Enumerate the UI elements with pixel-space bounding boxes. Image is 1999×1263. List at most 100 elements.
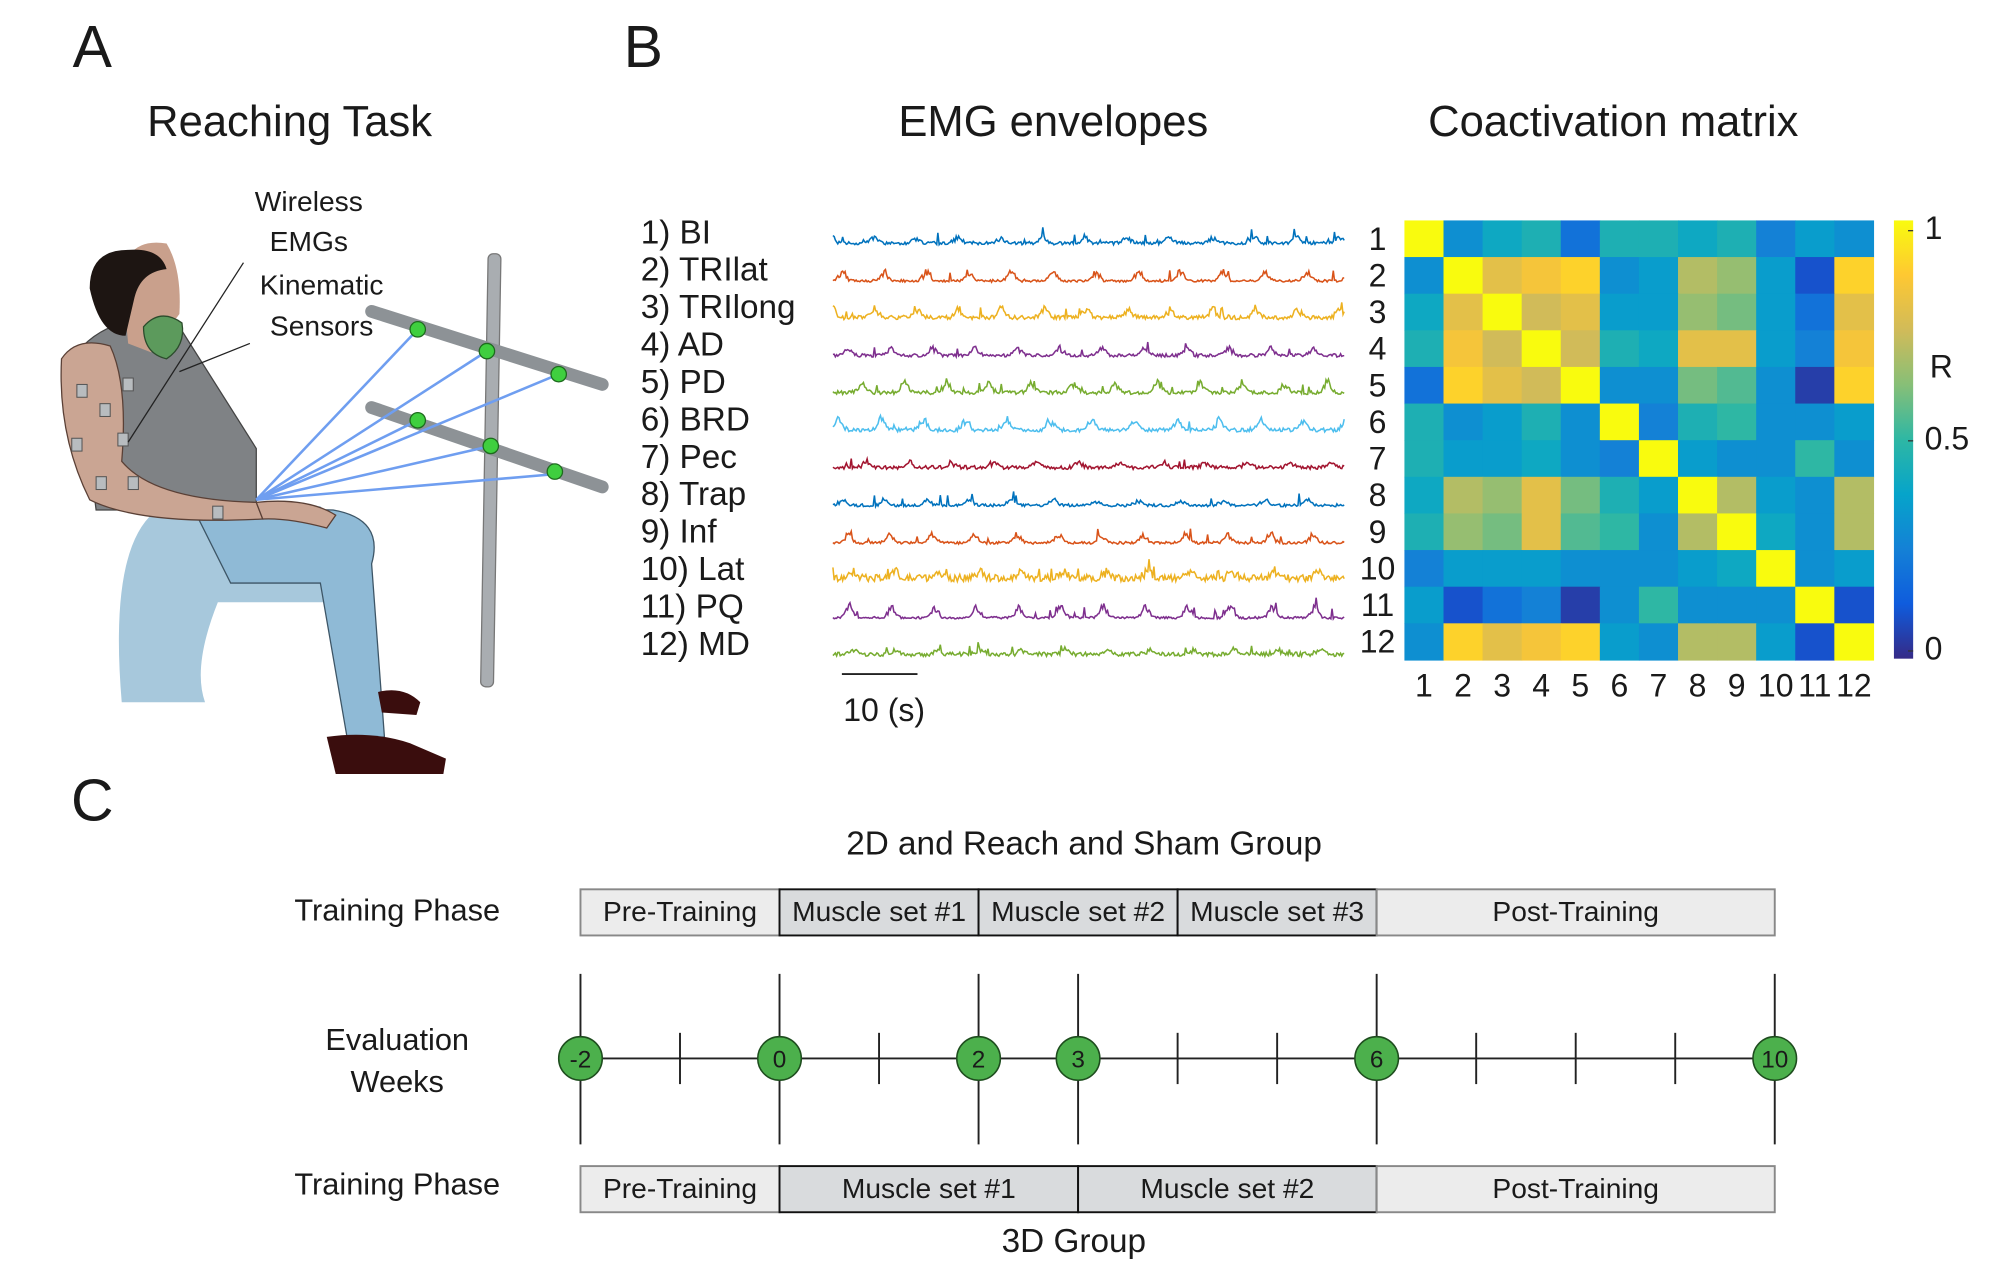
matrix-cell [1756, 586, 1796, 624]
legs [191, 505, 386, 747]
matrix-cell [1678, 220, 1718, 258]
matrix-cell [1638, 476, 1679, 515]
matrix-cell [1560, 550, 1601, 588]
matrix-cell [1717, 330, 1757, 368]
matrix-cell [1560, 366, 1601, 405]
matrix-cell [1521, 513, 1562, 551]
matrix-cell [1443, 550, 1484, 588]
phase-box [1077, 1165, 1378, 1214]
matrix-row-label: 2 [1369, 257, 1387, 293]
matrix-cell [1795, 513, 1835, 551]
labels: A B C Reaching Task Wireless EMGs Kinema… [71, 15, 1953, 1260]
matrix-col-label: 2 [1454, 668, 1472, 704]
arm [60, 342, 264, 521]
week-marker [956, 1035, 1002, 1082]
matrix-cell [1443, 440, 1484, 478]
matrix-cell [1638, 366, 1679, 405]
annotation: EMGs [270, 225, 348, 257]
phase-box [1375, 888, 1776, 937]
matrix-cell [1560, 293, 1601, 331]
matrix-cell [1599, 586, 1640, 624]
matrix-cell [1482, 440, 1523, 478]
panel-title: EMG envelopes [898, 98, 1208, 146]
hand [255, 500, 337, 529]
sensor [99, 403, 111, 417]
matrix-cell [1678, 330, 1718, 368]
matrix-row-label: 6 [1369, 404, 1387, 440]
matrix-row-label: 1 [1369, 221, 1387, 257]
matrix-cell [1560, 623, 1601, 661]
matrix-cell [1560, 476, 1601, 515]
phase-label: Muscle set #2 [1140, 1172, 1314, 1204]
ray [255, 328, 419, 501]
matrix-row-label: 9 [1369, 514, 1387, 550]
matrix-cell [1404, 440, 1445, 478]
matrix-cell [1717, 403, 1757, 441]
matrix-row-label: 3 [1369, 294, 1387, 330]
emg-trace [832, 302, 1345, 322]
matrix-col-label: 10 [1758, 668, 1794, 704]
matrix-cell [1521, 220, 1562, 258]
matrix-cell [1717, 513, 1757, 551]
matrix-cell [1795, 366, 1835, 405]
matrix-cell [1834, 220, 1875, 258]
week-marker [557, 1035, 604, 1082]
matrix-cell [1795, 257, 1835, 295]
marker [546, 463, 564, 480]
week-label: 10 [1761, 1046, 1788, 1073]
leader-line [127, 262, 245, 443]
muscle-label: 9) Inf [641, 514, 718, 551]
matrix-cell [1482, 403, 1523, 441]
sensor [122, 377, 134, 392]
matrix-cell [1404, 220, 1445, 258]
week-label: -2 [570, 1046, 592, 1073]
matrix-cell [1443, 220, 1484, 258]
matrix-cell [1795, 440, 1835, 478]
matrix-cell [1599, 220, 1640, 258]
tracking-rays [255, 328, 560, 502]
colorbar [1893, 220, 1914, 659]
matrix-cell [1678, 366, 1718, 405]
matrix-cell [1834, 257, 1875, 295]
hair [89, 249, 167, 336]
matrix-cell [1521, 293, 1562, 331]
matrix-row-label: 5 [1369, 367, 1387, 403]
ray [255, 419, 419, 501]
panel-title: Coactivation matrix [1428, 98, 1799, 146]
ray [255, 444, 492, 502]
matrix-cell [1795, 476, 1835, 515]
muscle-label: 8) Trap [641, 476, 746, 513]
emg-trace [832, 376, 1345, 397]
matrix-cell [1482, 330, 1523, 368]
matrix-cell [1482, 550, 1523, 588]
matrix-cell [1795, 330, 1835, 368]
panel-letter: A [73, 15, 113, 80]
matrix-cell [1482, 257, 1523, 295]
emg-trace [832, 267, 1345, 284]
matrix-cell [1599, 330, 1640, 368]
matrix-cell [1834, 403, 1875, 441]
matrix-cell [1756, 366, 1796, 405]
matrix-cell [1599, 366, 1640, 405]
matrix-cell [1638, 257, 1679, 295]
leader-line [179, 342, 251, 373]
matrix-col-label: 3 [1493, 668, 1511, 704]
matrix-cell [1599, 440, 1640, 478]
matrix-cell [1521, 550, 1562, 588]
matrix-cell [1560, 330, 1601, 368]
sensor [212, 505, 224, 520]
matrix-cell [1521, 330, 1562, 368]
muscle-label: 11) PQ [641, 588, 744, 625]
matrix-cell [1404, 366, 1445, 405]
reaching-illustration [60, 242, 609, 774]
matrix-row-label: 8 [1369, 477, 1387, 513]
matrix-col-label: 6 [1610, 668, 1628, 704]
matrix-cell [1560, 220, 1601, 258]
matrix-cell [1482, 366, 1523, 405]
matrix-cell [1560, 257, 1601, 295]
emg-trace [832, 597, 1345, 622]
matrix-cell [1482, 293, 1523, 331]
emg-trace [832, 413, 1345, 435]
